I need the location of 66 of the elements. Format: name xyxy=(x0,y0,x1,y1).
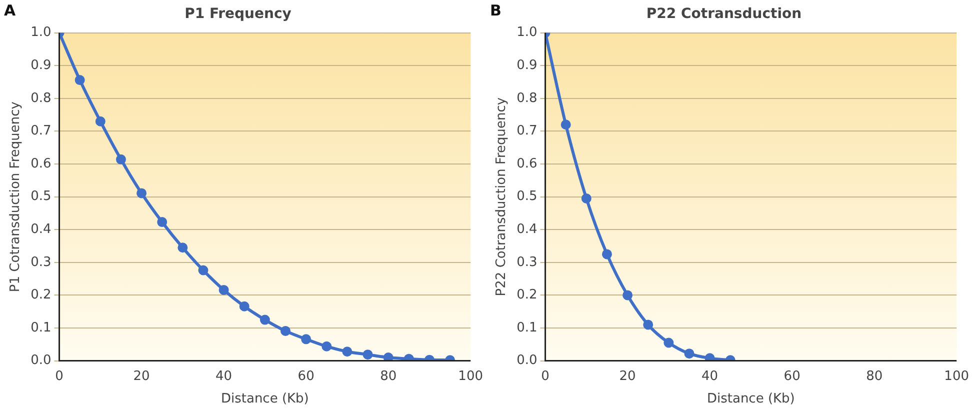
point xyxy=(342,346,352,357)
point xyxy=(622,290,633,300)
x-tick-label: 0 xyxy=(541,368,550,384)
y-tick-label: 0.9 xyxy=(516,58,538,73)
point xyxy=(602,249,612,260)
point xyxy=(116,154,126,164)
chart-title: P1 Frequency xyxy=(184,6,292,22)
x-axis-title: Distance (Kb) xyxy=(220,392,309,407)
x-tick-label: 80 xyxy=(866,368,883,384)
y-tick-label: 0.4 xyxy=(516,222,538,237)
point xyxy=(643,320,654,330)
point xyxy=(581,193,592,204)
y-tick-label: 0.5 xyxy=(30,189,52,204)
point xyxy=(136,188,147,198)
x-tick-label: 100 xyxy=(944,368,970,384)
y-tick-label: 0.7 xyxy=(516,124,538,139)
chart-title: P22 Cotransduction xyxy=(646,6,802,22)
y-tick-label: 1.0 xyxy=(516,25,538,40)
x-tick-label: 0 xyxy=(55,368,64,384)
x-tick-label: 20 xyxy=(619,368,636,384)
point xyxy=(704,353,715,361)
point xyxy=(95,116,106,126)
y-tick-label: 0.8 xyxy=(30,90,52,106)
x-tick-label: 60 xyxy=(298,368,314,384)
point xyxy=(157,217,168,228)
y-tick-label: 0.5 xyxy=(516,189,538,204)
point xyxy=(198,265,208,276)
y-tick-label: 0.9 xyxy=(30,58,52,73)
text: B xyxy=(490,1,502,20)
x-tick-label: 20 xyxy=(133,368,150,384)
y-tick-label: 0.0 xyxy=(30,353,52,368)
point xyxy=(322,341,332,352)
point xyxy=(218,284,229,295)
x-tick-label: 100 xyxy=(458,368,484,384)
x-tick-label: 80 xyxy=(380,368,397,384)
y-tick-label: 0.3 xyxy=(516,254,538,270)
y-tick-label: 0.6 xyxy=(516,156,538,172)
point xyxy=(362,350,373,360)
x-tick-label: 60 xyxy=(784,368,800,384)
y-tick-label: 0.7 xyxy=(30,124,52,139)
point xyxy=(383,352,394,361)
y-tick-label: 0.1 xyxy=(30,320,52,336)
point xyxy=(280,326,290,336)
point xyxy=(684,348,694,359)
y-tick-label: 1.0 xyxy=(30,25,52,40)
x-tick-label: 40 xyxy=(216,368,232,384)
y-tick-label: 0.6 xyxy=(30,156,52,172)
x-axis-title: Distance (Kb) xyxy=(706,392,795,407)
y-tick-label: 0.2 xyxy=(516,288,538,303)
y-tick-label: 0.0 xyxy=(516,353,538,368)
point xyxy=(74,75,85,86)
y-tick-label: 0.1 xyxy=(516,320,538,336)
point xyxy=(301,334,312,344)
point xyxy=(260,314,270,325)
y-axis-title: P1 Cotransduction Frequency xyxy=(8,101,24,292)
point xyxy=(178,242,188,253)
y-axis-title: P22 Cotransduction Frequency xyxy=(494,97,510,296)
y-tick-label: 0.8 xyxy=(516,90,538,106)
y-tick-label: 0.4 xyxy=(30,222,52,237)
point xyxy=(239,301,250,312)
text: A xyxy=(4,1,16,20)
y-tick-label: 0.3 xyxy=(30,254,52,270)
point xyxy=(664,338,674,348)
x-tick-label: 40 xyxy=(702,368,718,384)
y-tick-label: 0.2 xyxy=(30,288,52,303)
point xyxy=(560,120,571,130)
